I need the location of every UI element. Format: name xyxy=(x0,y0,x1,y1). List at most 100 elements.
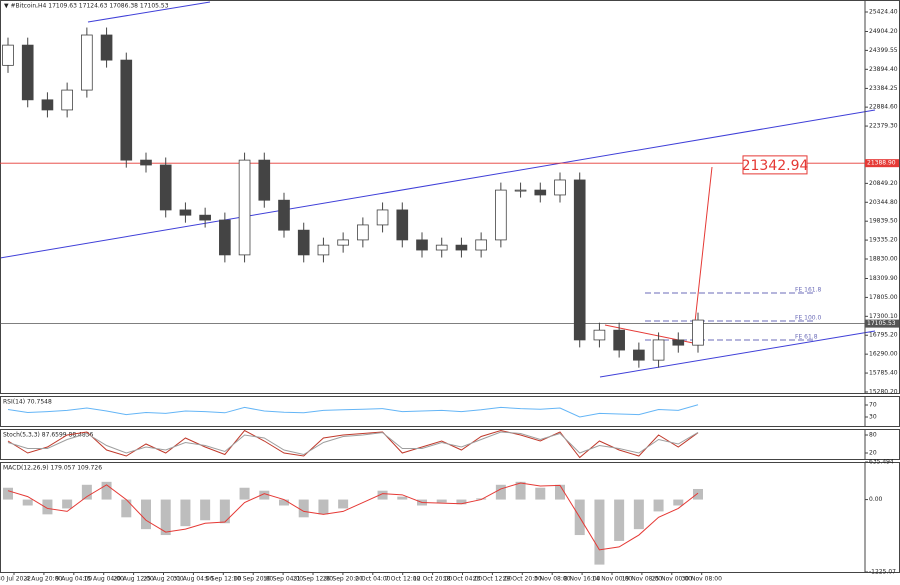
y-tick-label: 22884.60 xyxy=(869,104,898,111)
x-tick-label: 5 Sep 12:00 xyxy=(205,576,241,583)
candle-body xyxy=(455,244,468,251)
macd-bar xyxy=(3,487,13,500)
candle-body xyxy=(258,159,271,201)
x-tick-label: 20 Aug 12:00 xyxy=(113,576,154,583)
y-tick-label: 18830.00 xyxy=(869,256,898,263)
x-tick-label: 12 Oct 20:00 xyxy=(413,576,452,583)
target-label: 21342.94 xyxy=(742,158,809,174)
macd-bar xyxy=(436,499,447,503)
macd-bar xyxy=(397,496,408,500)
x-tick-label: 26 Sep 20:00 xyxy=(323,576,363,583)
candle-body xyxy=(534,189,547,196)
header: ▼ #Bitcoin,H4 17109.63 17124.63 17086.38… xyxy=(4,3,169,10)
x-tick-label: 16 Sep 04:00 xyxy=(263,576,303,583)
candle-body xyxy=(396,209,409,241)
macd-bar xyxy=(515,481,526,500)
x-tick-label: 29 Oct 20:00 xyxy=(503,576,542,583)
macd-bar xyxy=(22,499,33,506)
candle-body xyxy=(416,239,428,251)
macd-bar xyxy=(219,499,230,524)
macd-bar xyxy=(81,484,92,500)
y-tick-label: 635.494 xyxy=(869,459,894,466)
indicator-line xyxy=(7,429,699,459)
x-tick-label: 7 Oct 12:00 xyxy=(385,576,420,583)
macd-bar xyxy=(653,499,664,512)
macd-bar xyxy=(279,499,289,506)
y-tick-label: 80 xyxy=(869,432,877,439)
y-tick-label: -1225.07 xyxy=(869,569,896,576)
candle-body xyxy=(61,89,73,111)
macd-bar xyxy=(338,499,349,509)
macd-bar xyxy=(42,499,53,515)
y-tick-label: 19839.50 xyxy=(869,218,898,225)
trend-line xyxy=(604,324,704,346)
y-tick-label: 20849.20 xyxy=(869,180,898,187)
candle-body xyxy=(100,34,113,61)
macd-bar xyxy=(101,481,112,500)
x-tick-label: 25 Aug 20:00 xyxy=(143,576,184,583)
candle-body xyxy=(652,339,665,361)
y-tick-label: 23384.25 xyxy=(869,85,898,92)
candle-body xyxy=(238,159,251,256)
macd-bar xyxy=(318,499,329,515)
macd-bar xyxy=(239,487,250,500)
x-tick-label: 21 Sep 12:00 xyxy=(293,576,333,583)
macd-bar xyxy=(535,487,546,500)
x-tick-label: 25 Nov 00:00 xyxy=(652,576,693,583)
channel-line xyxy=(0,109,876,259)
candle-body xyxy=(21,44,34,101)
candle-body xyxy=(317,244,330,256)
macd-bar xyxy=(298,499,309,518)
candle-body xyxy=(179,209,192,216)
x-tick-label: 19 Nov 08:00 xyxy=(622,576,663,583)
y-tick-label: 20344.80 xyxy=(869,199,898,206)
macd-bar xyxy=(614,499,625,541)
y-tick-label: 30 xyxy=(869,414,877,421)
candle-body xyxy=(633,349,645,361)
projection-line xyxy=(694,166,713,323)
candle-body xyxy=(199,214,211,221)
x-tick-label: 15 Aug 04:00 xyxy=(83,576,124,583)
candle-body xyxy=(376,209,389,226)
macd-bar xyxy=(200,499,211,521)
x-tick-label: 4 Aug 20:00 xyxy=(26,576,63,583)
y-tick-label: 70 xyxy=(869,402,877,409)
candle-body xyxy=(278,199,290,231)
indicator-line xyxy=(7,404,699,418)
x-tick-label: 2 Oct 04:00 xyxy=(355,576,390,583)
y-tick-label: 24399.55 xyxy=(869,47,898,54)
price-box xyxy=(865,319,899,328)
candle-body xyxy=(435,244,448,251)
macd-bar xyxy=(495,484,506,500)
candle-body xyxy=(159,164,172,211)
candle-body xyxy=(495,189,507,241)
x-tick-label: 8 Nov 16:00 xyxy=(564,576,601,583)
signal-line xyxy=(7,482,699,551)
x-tick-label: 9 Aug 04:00 xyxy=(55,576,92,583)
x-tick-label: 31 Aug 04:00 xyxy=(173,576,214,583)
y-tick-label: 18309.90 xyxy=(869,275,898,282)
macd-bar xyxy=(62,499,73,509)
macd-bar xyxy=(673,499,684,506)
candle-body xyxy=(554,179,566,196)
fe-label: FE 161.8 xyxy=(795,287,822,294)
candle-body xyxy=(140,159,152,166)
macd-bar xyxy=(160,499,171,536)
price-box-label: 17105.53 xyxy=(867,320,896,327)
candle-body xyxy=(514,189,527,192)
candle-body xyxy=(357,224,369,241)
macd-bar xyxy=(555,484,565,500)
candle-body xyxy=(41,99,54,111)
candle-body xyxy=(219,219,231,256)
y-tick-label: 23894.40 xyxy=(869,66,898,73)
candle-body xyxy=(593,329,606,341)
macd-bar xyxy=(633,499,644,530)
candle-body xyxy=(573,179,586,341)
macd-bar xyxy=(594,499,605,565)
fe-label: FE 100.0 xyxy=(795,315,822,322)
x-tick-label: 30 Jul 2022 xyxy=(0,576,31,583)
x-tick-label: 10 Sep 20:00 xyxy=(233,576,273,583)
y-tick-label: 15280.20 xyxy=(869,388,898,395)
macd-bar xyxy=(377,490,388,500)
candle-body xyxy=(337,239,349,246)
